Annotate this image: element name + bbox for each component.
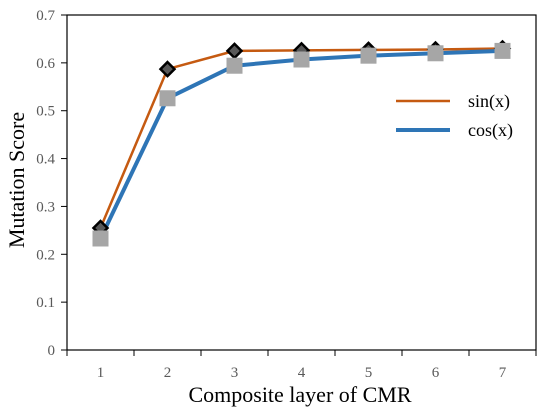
x-tick-label: 6 [432,365,440,381]
y-tick-label: 0.5 [36,104,55,120]
data-point-cos [92,230,109,247]
x-tick-label: 1 [97,365,105,381]
data-point-cos [293,51,310,68]
y-tick-label: 0.2 [36,247,55,263]
data-point-cos [427,45,444,62]
x-tick-label: 4 [298,365,306,381]
y-tick-label: 0.4 [36,152,55,168]
y-tick-label: 0.6 [36,56,55,72]
y-axis-title: Mutation Score [4,112,29,248]
data-point-cos [494,42,511,59]
y-tick-label: 0.1 [36,295,55,311]
y-tick-label: 0.3 [36,199,55,215]
series-markers [91,39,512,247]
legend-label-cos: cos(x) [468,120,513,141]
y-tick-label: 0.7 [36,8,55,24]
data-point-sin [158,60,177,78]
x-axis-ticks: 1 2 3 4 5 6 7 [66,350,537,381]
data-point-cos [360,47,377,64]
x-tick-label: 7 [499,365,507,381]
data-point-cos [226,57,243,74]
x-tick-label: 5 [365,365,373,381]
legend: sin(x) cos(x) [396,91,513,141]
legend-label-sin: sin(x) [468,91,510,112]
y-axis-ticks: 0 0.1 0.2 0.3 0.4 0.5 0.6 0.7 [36,8,67,359]
plot-area-frame [66,14,537,351]
x-tick-label: 2 [164,365,172,381]
x-axis-title: Composite layer of CMR [188,382,411,407]
x-tick-label: 3 [231,365,239,381]
data-point-cos [159,90,176,107]
y-tick-label: 0 [48,343,56,359]
